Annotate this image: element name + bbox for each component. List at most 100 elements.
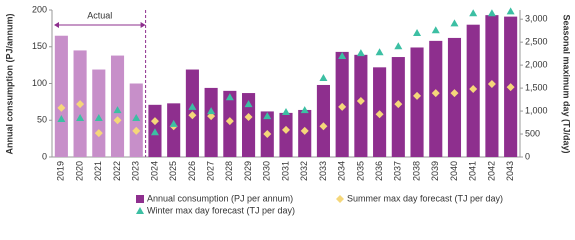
x-tick-label: 2021 (93, 161, 103, 181)
triangle-marker (450, 19, 459, 27)
x-tick-label: 2035 (355, 161, 365, 181)
triangle-marker (207, 107, 216, 115)
diamond-marker (319, 122, 328, 131)
diamond-marker (263, 130, 272, 139)
x-tick-label: 2024 (149, 161, 159, 181)
y-tick-label: 100 (32, 78, 47, 88)
bar (54, 35, 68, 157)
diamond-marker (300, 126, 309, 135)
x-tick-label: 2027 (205, 161, 215, 181)
x-tick-label: 2039 (430, 161, 440, 181)
annotation: Actual (87, 10, 112, 20)
legend-label: Summer max day forecast (TJ per day) (347, 193, 503, 203)
triangle-marker (469, 9, 478, 17)
y-tick-label: 150 (32, 41, 47, 51)
x-tick-label: 2025 (168, 161, 178, 181)
x-tick-label: 2034 (337, 161, 347, 181)
x-tick-label: 2030 (262, 161, 272, 181)
bar (354, 54, 368, 157)
triangle-marker (487, 9, 496, 17)
triangle-marker (282, 107, 290, 115)
x-tick-label: 2033 (318, 161, 328, 181)
diamond-marker (150, 117, 159, 126)
x-tick-label: 2020 (74, 161, 84, 181)
y2-tick-label: 3,000 (525, 14, 548, 24)
x-tick-label: 2042 (486, 161, 496, 181)
x-tick-label: 2026 (187, 161, 197, 181)
triangle-marker (150, 128, 159, 136)
x-tick-label: 2037 (393, 161, 403, 181)
triangle-marker (356, 49, 365, 57)
x-tick-label: 2019 (56, 161, 66, 181)
x-tick-label: 2040 (449, 161, 459, 181)
triangle-marker (431, 26, 440, 34)
diamond-marker (282, 125, 290, 134)
bar (92, 69, 106, 157)
y-tick-label: 200 (32, 4, 47, 14)
legend-label: Winter max day forecast (TJ per day) (147, 205, 295, 215)
triangle-marker (244, 100, 253, 108)
bar (316, 84, 330, 157)
triangle-marker (338, 51, 347, 59)
x-tick-label: 2031 (280, 161, 290, 181)
y2-tick-label: 500 (525, 128, 540, 138)
triangle-marker (300, 106, 309, 114)
triangle-marker (319, 73, 328, 81)
bar (410, 47, 424, 157)
diamond-marker (188, 111, 197, 120)
diamond-marker (57, 103, 66, 112)
triangle-marker (94, 113, 103, 121)
triangle-marker (225, 93, 234, 101)
diamond-marker (113, 116, 122, 125)
triangle-marker (57, 115, 66, 123)
diamond-marker (356, 96, 365, 105)
triangle-marker (375, 48, 384, 56)
x-tick-label: 2036 (374, 161, 384, 181)
y2-tick-label: 1,500 (525, 82, 548, 92)
diamond-marker (506, 83, 515, 92)
diamond-marker (225, 117, 234, 126)
triangle-marker (413, 28, 422, 36)
diamond-marker (413, 91, 422, 100)
arrow-head (140, 22, 146, 28)
x-tick-label: 2029 (243, 161, 253, 181)
diamond-marker (394, 100, 403, 109)
triangle-marker (76, 113, 85, 121)
bar (242, 93, 256, 157)
chart: Annual consumption (PJ/annum) Seasonal m… (4, 4, 571, 215)
y2-tick-label: 2,500 (525, 37, 548, 47)
bar (429, 40, 443, 158)
bar (279, 112, 293, 157)
diamond-marker (487, 79, 496, 88)
legend-label: Annual consumption (PJ per annum) (147, 193, 293, 203)
x-tick-label: 2028 (224, 161, 234, 181)
x-tick-label: 2041 (468, 161, 478, 181)
y-axis-title: Annual consumption (PJ/annum) (4, 13, 14, 154)
legend-marker (336, 195, 344, 203)
triangle-marker (132, 113, 141, 121)
triangle-marker (506, 7, 515, 15)
diamond-marker (469, 85, 478, 94)
y2-tick-label: 2,000 (525, 60, 548, 70)
x-tick-label: 2032 (299, 161, 309, 181)
x-tick-label: 2043 (505, 161, 515, 181)
diamond-marker (244, 113, 253, 122)
x-tick-label: 2023 (131, 161, 141, 181)
legend-marker (136, 207, 144, 214)
bar (447, 37, 462, 157)
y-tick-label: 50 (37, 115, 47, 125)
y2-tick-label: 1,000 (525, 105, 548, 115)
diamond-marker (132, 126, 141, 135)
diamond-marker (338, 102, 347, 111)
triangle-marker (169, 119, 178, 127)
triangle-marker (113, 106, 122, 114)
diamond-marker (207, 112, 216, 121)
bar (204, 87, 218, 157)
diamond-marker (450, 89, 459, 98)
diamond-marker (375, 110, 384, 119)
triangle-marker (188, 102, 197, 110)
diamond-marker (431, 89, 440, 98)
diamond-marker (76, 100, 85, 109)
triangle-marker (394, 42, 403, 50)
diamond-marker (94, 129, 103, 138)
